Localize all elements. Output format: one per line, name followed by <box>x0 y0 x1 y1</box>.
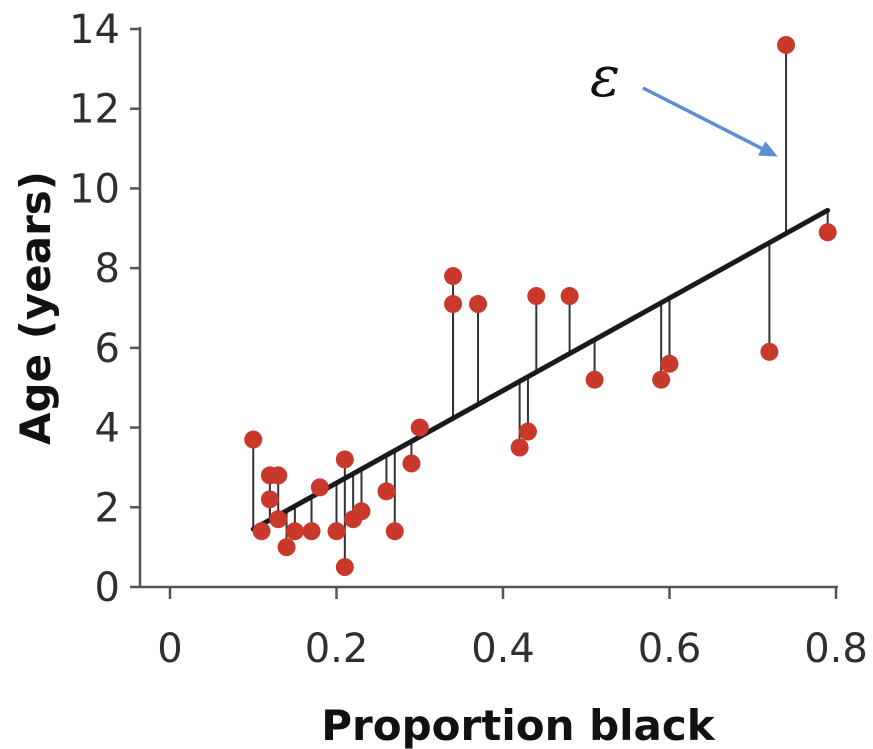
y-axis-title: Age (years) <box>11 171 60 445</box>
y-tick-label: 0 <box>95 565 120 611</box>
data-point <box>518 422 537 441</box>
y-tick-label: 10 <box>69 166 120 212</box>
data-point <box>310 478 329 497</box>
regression-line <box>250 207 831 532</box>
data-point <box>244 430 263 449</box>
y-tick-label: 4 <box>95 406 120 452</box>
x-tick-label: 0.4 <box>471 626 535 672</box>
y-tick-label: 2 <box>95 485 120 531</box>
data-point <box>777 35 796 54</box>
x-tick-label: 0 <box>157 626 182 672</box>
data-point <box>260 490 279 509</box>
data-point <box>335 558 354 577</box>
x-tick-label: 0.2 <box>305 626 369 672</box>
data-point <box>252 522 271 541</box>
data-point <box>469 295 488 314</box>
data-point <box>269 466 288 485</box>
data-point <box>302 522 321 541</box>
data-point <box>269 510 288 529</box>
data-point <box>277 538 296 557</box>
points-group <box>244 35 837 577</box>
annotation-group: ε <box>590 45 778 157</box>
epsilon-arrowhead <box>758 141 778 157</box>
data-point <box>335 450 354 469</box>
data-point <box>652 370 671 389</box>
axes-group <box>138 27 838 589</box>
x-axis-title: Proportion black <box>321 701 716 749</box>
data-point <box>377 482 396 501</box>
data-point <box>527 287 546 306</box>
data-point <box>560 287 579 306</box>
data-point <box>510 438 529 457</box>
epsilon-arrow <box>642 86 763 150</box>
data-point <box>760 342 779 361</box>
data-point <box>402 454 421 473</box>
data-point <box>444 267 463 286</box>
ticks-group: 0 2 4 6 8 10 12 14 0 0.2 0.4 0.6 0.8 <box>69 7 868 672</box>
x-tick-label: 0.8 <box>804 626 868 672</box>
y-tick-label: 8 <box>95 246 120 292</box>
data-point <box>352 502 371 521</box>
data-point <box>660 354 679 373</box>
residuals-group <box>252 44 829 568</box>
data-point <box>285 522 304 541</box>
data-point <box>818 223 837 242</box>
y-tick-label: 12 <box>69 87 120 133</box>
epsilon-label: ε <box>590 45 620 110</box>
data-point <box>327 522 346 541</box>
x-tick-label: 0.6 <box>638 626 702 672</box>
data-point <box>444 295 463 314</box>
y-tick-label: 6 <box>95 326 120 372</box>
data-point <box>585 370 604 389</box>
data-point <box>410 418 429 437</box>
data-point <box>385 522 404 541</box>
y-tick-label: 14 <box>69 7 120 53</box>
